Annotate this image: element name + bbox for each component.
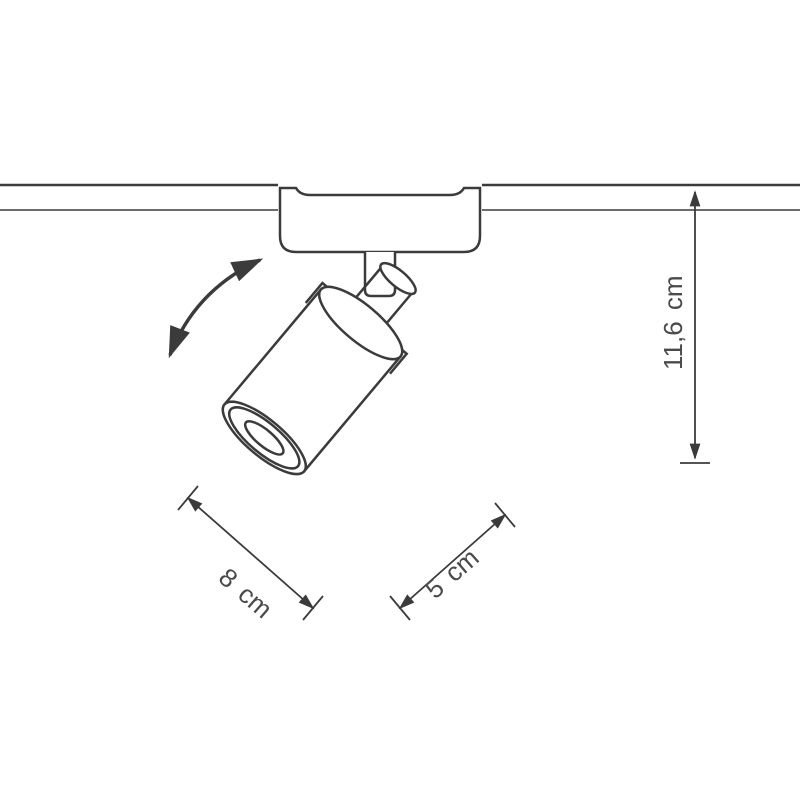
dimension-length: 8 cm (178, 486, 323, 624)
spotlight-lamp (211, 237, 446, 487)
rotation-arrow (170, 260, 260, 355)
dimension-height: 11,6 cm (658, 185, 710, 463)
svg-text:8 cm: 8 cm (213, 562, 278, 624)
height-value: 11,6 (658, 321, 688, 370)
track-adapter (280, 188, 480, 296)
diameter-unit: cm (439, 542, 485, 587)
diameter-value: 5 (419, 572, 450, 604)
dimension-diameter: 5 cm (390, 503, 515, 620)
height-unit: cm (658, 275, 688, 310)
length-unit: cm (232, 579, 278, 624)
technical-drawing: 8 cm 5 cm 11,6 cm (0, 0, 800, 800)
svg-text:11,6 cm: 11,6 cm (658, 275, 688, 370)
svg-text:5 cm: 5 cm (419, 542, 484, 604)
length-value: 8 (213, 562, 244, 594)
